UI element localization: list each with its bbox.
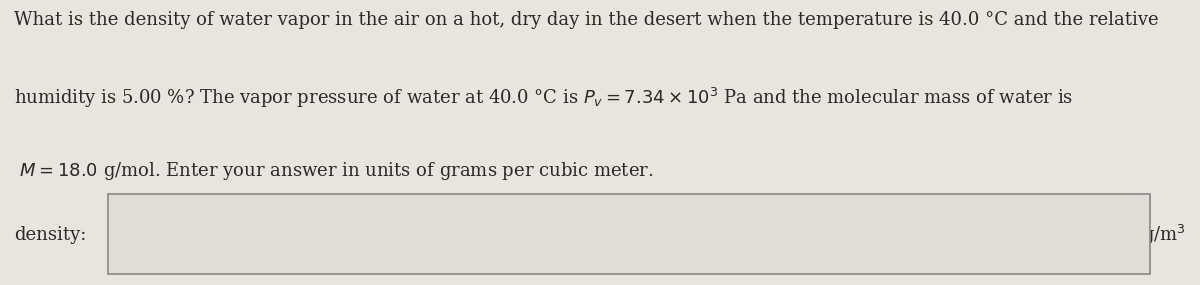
Text: humidity is 5.00 %? The vapor pressure of water at 40.0 °C is $P_v = 7.34 \times: humidity is 5.00 %? The vapor pressure o… <box>14 86 1074 110</box>
Text: density:: density: <box>14 226 86 244</box>
FancyBboxPatch shape <box>108 194 1150 274</box>
Text: g/m$^3$: g/m$^3$ <box>1142 223 1186 247</box>
Text: $M = 18.0$ g/mol. Enter your answer in units of grams per cubic meter.: $M = 18.0$ g/mol. Enter your answer in u… <box>14 160 654 182</box>
Text: What is the density of water vapor in the air on a hot, dry day in the desert wh: What is the density of water vapor in th… <box>14 11 1159 29</box>
